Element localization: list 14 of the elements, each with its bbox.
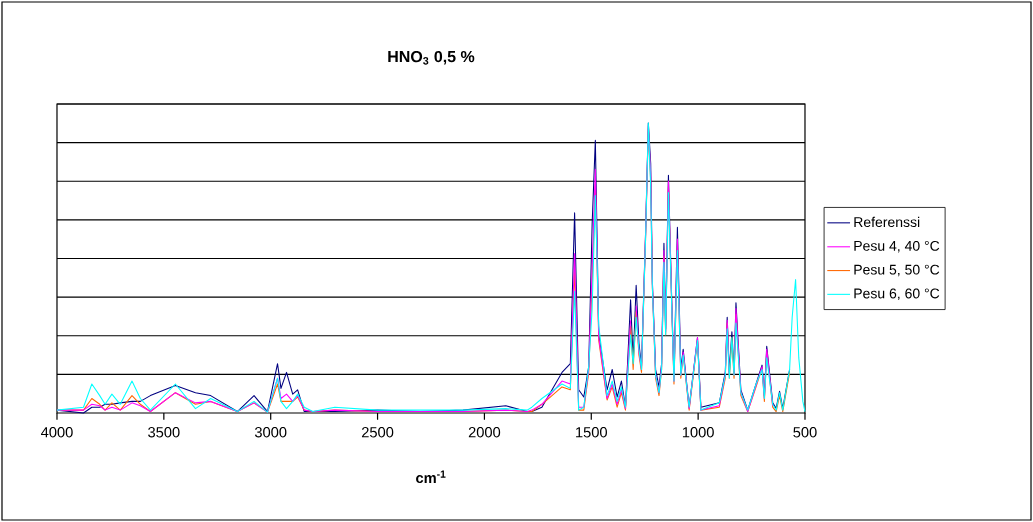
legend-label: Pesu 4, 40 °C: [854, 240, 940, 253]
x-tick-label: 3500: [148, 427, 180, 438]
x-tick-label: 4000: [41, 427, 73, 438]
legend-label: Pesu 5, 50 °C: [854, 264, 940, 277]
legend-label: Pesu 6, 60 °C: [854, 288, 940, 301]
x-axis-title: cm$^{-1}$: [416, 470, 446, 484]
legend-label: Referenssi: [854, 216, 920, 228]
x-tick-label: 2000: [468, 427, 501, 438]
x-tick-label: 3000: [254, 427, 287, 438]
x-tick-label: 1500: [576, 427, 607, 438]
x-tick-label: 1000: [682, 427, 714, 438]
x-tick-label: 2500: [361, 427, 394, 438]
x-tick-label: 500: [793, 427, 817, 438]
chart-title: HNO$_{3}$ 0,5 %: [388, 50, 475, 65]
